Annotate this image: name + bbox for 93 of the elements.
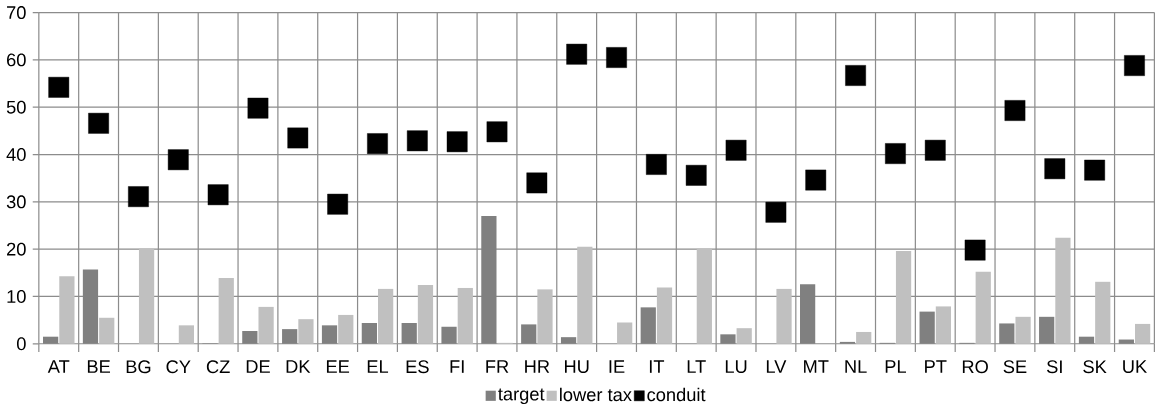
bar xyxy=(1134,324,1151,344)
legend-label: lower tax xyxy=(560,387,632,402)
bar xyxy=(895,251,912,344)
point xyxy=(606,47,627,68)
bar xyxy=(1095,281,1111,344)
bar xyxy=(218,278,234,344)
bar xyxy=(178,325,195,344)
point xyxy=(88,113,109,134)
bar xyxy=(1015,316,1031,344)
x-tick-label: DK xyxy=(286,360,311,373)
x-tick-label: IE xyxy=(609,360,625,373)
x-tick-label: BG xyxy=(126,360,151,374)
x-tick-label: LV xyxy=(766,360,787,373)
bar xyxy=(99,317,115,344)
point xyxy=(1004,100,1026,121)
bar xyxy=(935,306,952,344)
bar xyxy=(856,332,872,344)
x-tick-label: PT xyxy=(925,360,947,373)
point xyxy=(765,201,787,223)
x-tick-label: AT xyxy=(47,360,70,373)
x-tick-label: SI xyxy=(1046,360,1062,374)
x-tick-label: RO xyxy=(962,360,988,374)
x-tick-label: UK xyxy=(1123,360,1147,374)
x-tick-label: HU xyxy=(565,360,589,374)
point xyxy=(924,139,946,161)
bar xyxy=(776,288,792,344)
legend-label: conduit xyxy=(647,387,706,402)
point xyxy=(367,133,388,155)
bar xyxy=(417,285,434,344)
point xyxy=(1044,158,1066,180)
bar xyxy=(378,288,394,344)
x-tick-label: SE xyxy=(1003,360,1027,374)
x-tick-label: LU xyxy=(725,360,747,374)
point xyxy=(566,43,588,65)
bar xyxy=(59,276,75,344)
y-tick-label: 10 xyxy=(7,290,26,304)
y-tick-label: 40 xyxy=(6,148,26,162)
x-tick-label: FR xyxy=(486,360,509,373)
bar xyxy=(1055,237,1071,344)
x-tick-label: LT xyxy=(687,360,706,373)
x-tick-label: ES xyxy=(406,360,429,374)
point xyxy=(1124,55,1145,76)
point xyxy=(685,165,707,186)
point xyxy=(646,154,667,175)
legend-label: target xyxy=(498,388,545,405)
bar xyxy=(298,319,314,344)
bar xyxy=(258,306,274,344)
x-tick-label: IT xyxy=(649,360,665,373)
point xyxy=(964,239,986,261)
bar xyxy=(617,322,633,344)
point xyxy=(247,97,269,119)
bar xyxy=(656,287,673,344)
point xyxy=(446,131,468,153)
x-tick-label: DE xyxy=(246,360,270,373)
bar xyxy=(975,271,991,344)
point xyxy=(845,65,866,86)
y-tick-label: 60 xyxy=(7,53,26,67)
x-tick-label: FI xyxy=(450,360,464,373)
x-tick-label: EE xyxy=(326,360,350,373)
x-tick-label: EL xyxy=(367,360,389,373)
point xyxy=(805,169,827,191)
x-tick-label: NL xyxy=(845,360,867,373)
point xyxy=(207,184,229,206)
point xyxy=(406,130,428,152)
bar xyxy=(537,289,553,344)
point xyxy=(128,186,149,208)
y-tick-label: 30 xyxy=(6,195,26,209)
x-tick-label: PL xyxy=(885,360,906,373)
x-tick-label: CZ xyxy=(206,360,230,374)
y-tick-label: 0 xyxy=(16,337,26,351)
point xyxy=(287,127,309,149)
x-tick-label: BE xyxy=(87,360,111,373)
bar xyxy=(696,248,712,344)
x-tick-label: SK xyxy=(1083,360,1107,374)
bar xyxy=(736,328,752,344)
bar xyxy=(138,248,155,344)
bar xyxy=(577,246,593,344)
bar xyxy=(457,288,473,344)
x-tick-label: CY xyxy=(166,360,191,374)
point xyxy=(486,121,508,143)
x-tick-label: HR xyxy=(525,360,550,373)
point xyxy=(1084,159,1105,181)
point xyxy=(885,143,906,165)
point xyxy=(167,149,189,171)
y-tick-label: 50 xyxy=(6,100,26,114)
y-tick-label: 70 xyxy=(7,6,26,20)
x-tick-label: MT xyxy=(804,360,829,373)
point xyxy=(725,139,747,161)
y-tick-label: 20 xyxy=(7,242,26,256)
point xyxy=(327,193,349,215)
bar xyxy=(338,315,354,344)
point xyxy=(526,172,548,194)
point xyxy=(48,77,70,98)
